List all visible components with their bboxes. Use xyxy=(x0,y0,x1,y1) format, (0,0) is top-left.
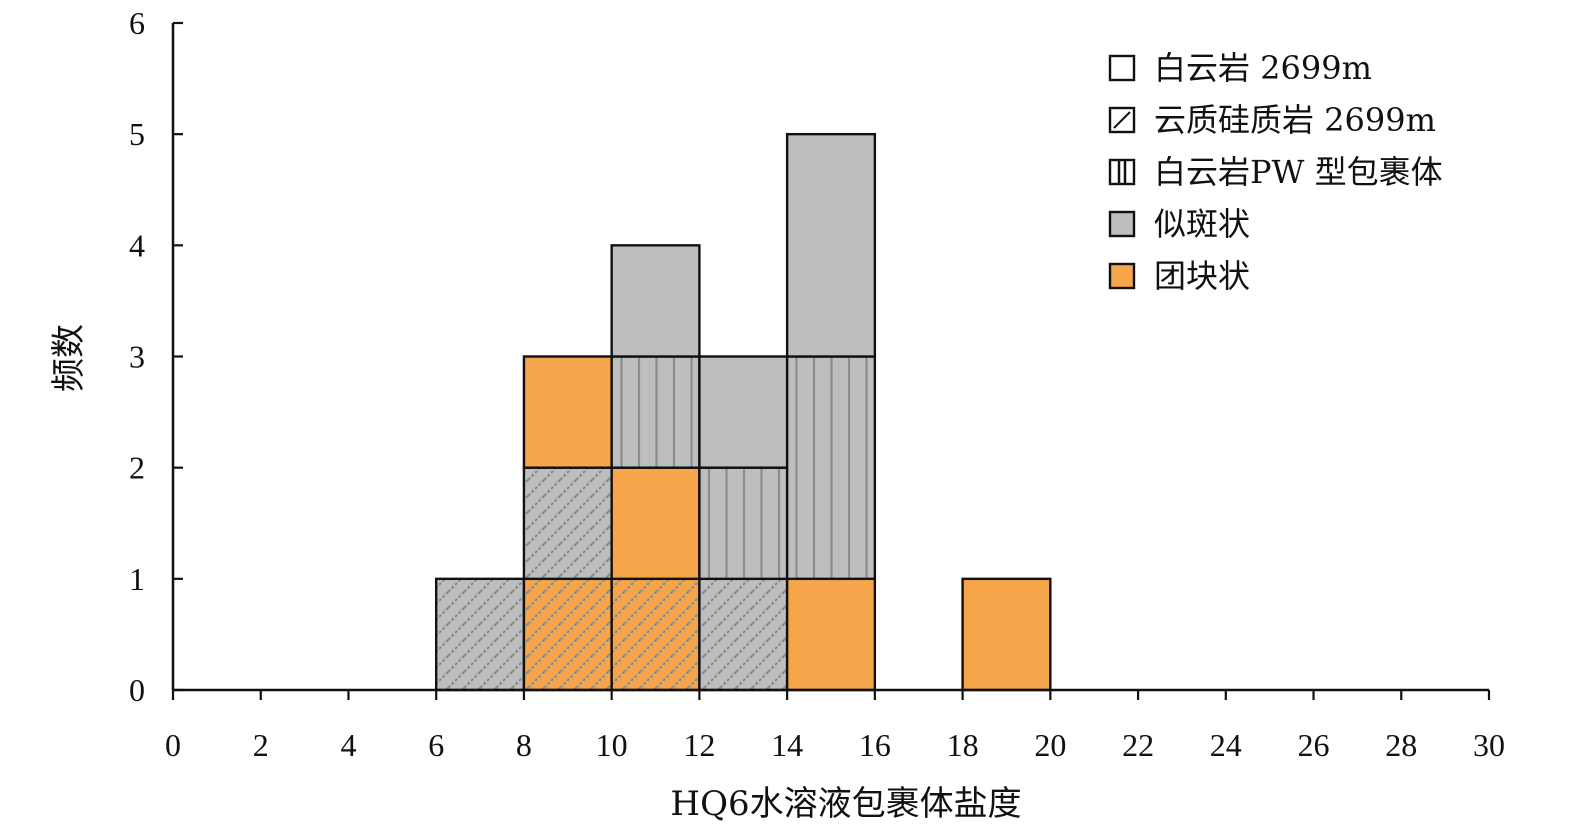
y-tick-label: 6 xyxy=(129,5,145,41)
legend-label: 云质硅质岩 2699m xyxy=(1154,101,1436,139)
x-tick-label: 12 xyxy=(683,727,715,763)
x-tick-label: 28 xyxy=(1385,727,1417,763)
bar-segment xyxy=(522,355,613,469)
y-tick-label: 2 xyxy=(129,450,145,486)
x-tick-label: 8 xyxy=(516,727,532,763)
y-tick-label: 3 xyxy=(129,339,145,375)
y-tick-label: 1 xyxy=(129,561,145,597)
x-tick-label: 6 xyxy=(428,727,444,763)
legend-swatch xyxy=(1110,160,1134,184)
legend-item-clumped: 团块状 xyxy=(1108,257,1250,295)
x-tick-label: 22 xyxy=(1122,727,1154,763)
legend-item-siliceous: 云质硅质岩 2699m xyxy=(1108,101,1436,139)
bar-segment xyxy=(435,577,526,692)
bar-segment xyxy=(785,132,877,358)
x-tick-label: 4 xyxy=(340,727,356,763)
x-tick-label: 30 xyxy=(1473,727,1505,763)
x-tick-label: 10 xyxy=(596,727,628,763)
bar-segment xyxy=(698,355,789,469)
x-axis-title: HQ6水溶液包裹体盐度 xyxy=(670,784,1021,824)
y-axis-title: 频数 xyxy=(49,324,89,392)
bar-segment xyxy=(610,466,701,581)
legend-label: 白云岩PW 型包裹体 xyxy=(1154,153,1443,191)
bar-segment xyxy=(522,577,613,692)
legend-swatch xyxy=(1110,56,1134,80)
x-tick-label: 26 xyxy=(1298,727,1330,763)
x-tick-label: 14 xyxy=(771,727,803,763)
x-tick-label: 0 xyxy=(165,727,181,763)
bar-segment xyxy=(698,577,789,692)
x-tick-label: 2 xyxy=(253,727,269,763)
bar-segment xyxy=(698,466,789,581)
bar-segment xyxy=(785,355,877,581)
bar-segment xyxy=(785,577,877,692)
legend-swatch xyxy=(1110,264,1134,288)
legend-swatch xyxy=(1110,212,1134,236)
legend-label: 团块状 xyxy=(1154,257,1250,295)
legend-item-porphyritic: 似斑状 xyxy=(1108,205,1250,243)
y-tick-label: 5 xyxy=(129,116,145,152)
bar-segment xyxy=(522,466,613,581)
bar-segment xyxy=(610,355,701,469)
legend-label: 似斑状 xyxy=(1154,205,1250,243)
x-tick-label: 16 xyxy=(859,727,891,763)
y-tick-label: 4 xyxy=(129,227,145,263)
y-tick-label: 0 xyxy=(129,672,145,708)
x-tick-label: 20 xyxy=(1034,727,1066,763)
legend-label: 白云岩 2699m xyxy=(1154,49,1372,87)
bar-segment xyxy=(610,577,701,692)
x-tick-label: 18 xyxy=(947,727,979,763)
bars-layer xyxy=(435,132,1052,692)
bar-segment xyxy=(610,244,701,358)
legend-item-dolomite: 白云岩 2699m xyxy=(1108,49,1372,87)
bar-segment xyxy=(961,577,1052,692)
x-tick-label: 24 xyxy=(1210,727,1242,763)
legend-item-pw: 白云岩PW 型包裹体 xyxy=(1108,153,1443,191)
